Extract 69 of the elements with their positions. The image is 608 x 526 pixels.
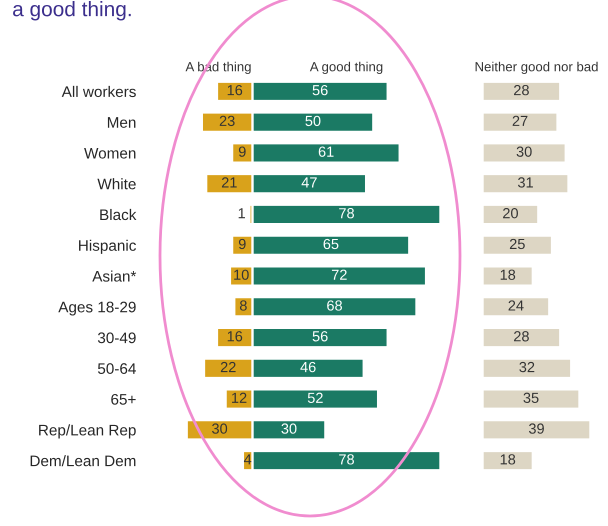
- data-label: 1: [238, 208, 245, 218]
- bar: [483, 204, 539, 224]
- data-label: 65: [324, 238, 338, 250]
- data-label: 46: [300, 362, 316, 372]
- bar: [483, 328, 561, 348]
- y-tick-label: White: [97, 178, 136, 190]
- data-label: 32: [519, 362, 534, 372]
- y-tick-label: Asian*: [92, 270, 136, 282]
- data-label: 39: [528, 423, 544, 434]
- bar: [483, 389, 580, 410]
- bar: [483, 266, 534, 286]
- y-tick-label: All workers: [62, 86, 136, 98]
- bar: [483, 450, 534, 471]
- data-label: 27: [512, 116, 528, 126]
- bar: [483, 296, 550, 317]
- data-label: 10: [234, 270, 249, 280]
- y-tick-label: 30-49: [98, 332, 136, 344]
- data-label: 4: [244, 454, 252, 464]
- data-label: 30: [281, 423, 296, 434]
- data-label: 23: [220, 116, 235, 126]
- data-label: 78: [339, 454, 354, 465]
- data-label: 8: [240, 300, 247, 311]
- data-label: 25: [510, 238, 525, 250]
- data-label: 22: [220, 362, 236, 372]
- bar: [253, 204, 440, 224]
- data-label: 50: [305, 116, 320, 126]
- y-tick-label: Rep/Lean Rep: [39, 424, 136, 439]
- bar: [483, 235, 552, 256]
- data-label: 24: [508, 300, 524, 311]
- data-label: 52: [308, 392, 323, 403]
- series-label: Neither good nor bad: [476, 62, 598, 74]
- y-tick-label: Hispanic: [79, 240, 136, 254]
- y-tick-label: Women: [84, 148, 136, 159]
- y-tick-label: 65+: [111, 394, 136, 405]
- data-label: 72: [332, 270, 347, 280]
- data-label: 28: [514, 331, 529, 342]
- data-label: 28: [514, 84, 529, 96]
- data-label: 47: [302, 177, 317, 188]
- data-label: 31: [518, 177, 533, 188]
- bar: [483, 358, 572, 378]
- data-label: 30: [212, 423, 228, 434]
- data-label: 18: [500, 270, 516, 280]
- data-label: 78: [339, 208, 354, 218]
- data-label: 68: [327, 300, 342, 311]
- data-label: 21: [222, 177, 237, 188]
- data-label: 9: [238, 238, 246, 250]
- data-label: 56: [312, 84, 328, 96]
- y-tick-label: Black: [100, 208, 136, 220]
- y-tick-label: 50-64: [98, 363, 136, 374]
- data-label: 35: [523, 392, 539, 403]
- data-label: 30: [516, 146, 532, 157]
- data-label: 20: [503, 208, 518, 218]
- data-label: 12: [232, 392, 246, 403]
- series-label: A good thing: [310, 62, 382, 74]
- data-label: 9: [238, 146, 246, 157]
- bar: [483, 142, 566, 163]
- y-tick-label: Men: [108, 117, 136, 128]
- data-label: 61: [318, 146, 334, 157]
- data-label: 16: [228, 84, 242, 96]
- bar: [483, 174, 569, 194]
- data-label: 18: [500, 454, 516, 465]
- bar: [483, 420, 590, 440]
- y-tick-label: Ages 18-29: [58, 302, 136, 316]
- bar: [483, 81, 561, 102]
- data-label: 16: [228, 331, 242, 342]
- data-label: 56: [312, 331, 328, 342]
- chart-title: a good thing.: [13, 1, 131, 20]
- y-tick-label: Dem/Lean Dem: [30, 455, 136, 466]
- bar: [483, 112, 558, 132]
